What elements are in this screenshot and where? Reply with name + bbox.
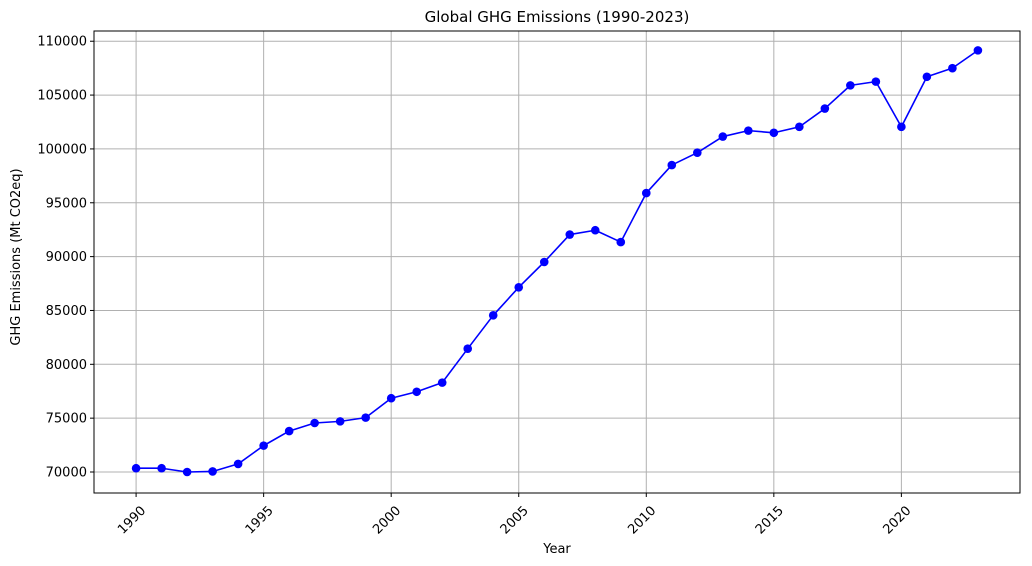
- data-point: [514, 283, 524, 292]
- data-point: [233, 459, 243, 469]
- y-tick-label: 110000: [37, 35, 87, 50]
- data-point: [744, 126, 753, 135]
- data-point: [157, 463, 166, 473]
- data-point: [310, 418, 319, 428]
- data-point: [641, 188, 651, 198]
- x-axis-label: Year: [542, 542, 571, 557]
- data-point: [437, 378, 447, 387]
- data-point: [539, 257, 549, 267]
- data-point: [463, 344, 473, 353]
- data-point: [412, 387, 421, 397]
- data-point: [846, 81, 855, 90]
- data-point: [488, 311, 498, 320]
- y-axis-ticks: 70000 75000 80000 85000 90000 95000 100000 1050…: [37, 35, 94, 481]
- data-point: [361, 413, 370, 422]
- data-point: [693, 148, 702, 157]
- x-tick-label: 1990: [115, 503, 149, 537]
- data-point: [182, 467, 192, 477]
- data-point: [284, 426, 294, 436]
- data-point: [335, 417, 345, 426]
- data-point: [616, 237, 626, 247]
- data-point: [769, 128, 779, 138]
- series-line: [136, 49, 979, 473]
- data-point: [386, 393, 396, 403]
- y-tick-label: 70000: [46, 466, 87, 481]
- data-point: [718, 132, 728, 141]
- data-point: [131, 463, 141, 473]
- plot-frame: [93, 30, 1021, 494]
- grid: [94, 31, 1020, 493]
- y-tick-label: 100000: [37, 142, 87, 157]
- x-tick-label: 2015: [753, 503, 787, 537]
- data-point: [973, 46, 983, 55]
- y-tick-label: 75000: [46, 412, 87, 427]
- data-point: [259, 441, 268, 450]
- data-point: [922, 72, 932, 82]
- x-tick-label: 2010: [625, 503, 659, 537]
- data-point: [897, 122, 906, 132]
- x-tick-label: 2020: [880, 503, 914, 537]
- x-tick-label: 1995: [243, 503, 277, 537]
- x-axis-ticks: 1990 1995 2000 2005 2010 2015 2020: [115, 493, 914, 537]
- x-tick-label: 2000: [370, 503, 404, 537]
- y-tick-label: 85000: [46, 304, 87, 319]
- y-tick-label: 90000: [46, 250, 87, 265]
- data-point: [795, 122, 804, 132]
- data-point: [590, 225, 600, 235]
- data-point: [208, 467, 217, 476]
- x-tick-label: 2005: [498, 503, 532, 537]
- chart-title: Global GHG Emissions (1990-2023): [425, 8, 690, 26]
- y-axis-label: GHG Emissions (Mt CO2eq): [9, 168, 24, 345]
- data-point: [820, 104, 830, 113]
- data-point: [948, 63, 957, 73]
- data-point: [667, 160, 677, 170]
- y-tick-label: 105000: [37, 89, 87, 104]
- y-tick-label: 95000: [46, 196, 87, 211]
- y-tick-label: 80000: [46, 358, 87, 373]
- data-point: [565, 230, 575, 239]
- data-point: [871, 77, 881, 86]
- series: [131, 46, 983, 477]
